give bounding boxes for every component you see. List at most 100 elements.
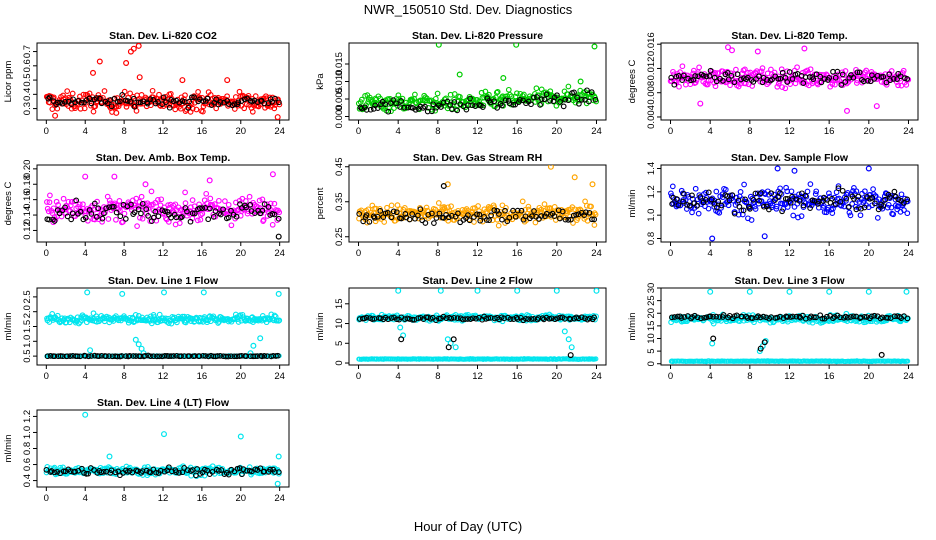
outlier-point xyxy=(709,340,716,347)
data-point xyxy=(798,213,805,219)
data-point xyxy=(148,320,155,327)
data-point xyxy=(748,217,755,223)
data-point xyxy=(168,353,174,359)
x-tick-label: 8 xyxy=(435,371,440,382)
data-point xyxy=(778,66,785,73)
data-point xyxy=(502,97,509,103)
data-point xyxy=(466,217,473,224)
y-tick-label: 0.008 xyxy=(646,81,657,105)
data-point xyxy=(812,191,819,197)
data-point xyxy=(861,204,868,211)
data-point xyxy=(186,98,193,105)
data-point xyxy=(140,98,147,105)
outlier-point xyxy=(591,43,598,50)
data-point xyxy=(225,471,232,478)
data-point xyxy=(523,315,529,322)
data-point xyxy=(559,208,566,215)
data-point xyxy=(48,468,55,474)
data-point xyxy=(276,317,283,324)
x-tick-label: 0 xyxy=(356,248,361,259)
outlier-point xyxy=(96,58,103,65)
data-point xyxy=(774,314,781,321)
data-point xyxy=(74,353,81,360)
data-point xyxy=(388,108,394,115)
data-point xyxy=(401,205,408,211)
data-point xyxy=(64,88,71,94)
data-point xyxy=(868,313,875,320)
outlier-point xyxy=(200,289,207,296)
panel-10: Stan. Dev. Line 4 (LT) Flow ml/min 0 4 8 12 16… xyxy=(3,397,290,504)
data-point xyxy=(720,312,727,318)
outlier-point xyxy=(161,431,168,438)
data-point xyxy=(722,186,729,193)
data-point xyxy=(451,99,458,105)
x-tick-label: 4 xyxy=(396,248,401,259)
data-point xyxy=(191,94,197,101)
data-point xyxy=(168,214,174,221)
y-tick-label: 1.4 xyxy=(646,162,657,175)
series-points xyxy=(667,44,912,114)
data-point xyxy=(171,211,178,218)
data-point xyxy=(586,209,593,216)
y-axis-label: percent xyxy=(315,187,326,219)
data-point xyxy=(533,85,540,92)
outlier-point xyxy=(791,167,798,174)
x-tick-label: 4 xyxy=(83,126,88,137)
data-point xyxy=(444,98,451,105)
outlier-point xyxy=(444,336,451,343)
data-point xyxy=(680,72,687,79)
series-points xyxy=(355,43,600,115)
data-point xyxy=(276,99,282,106)
data-point xyxy=(454,107,461,114)
data-point xyxy=(377,208,384,214)
data-point xyxy=(883,81,890,88)
outlier-point xyxy=(179,77,186,84)
data-point xyxy=(46,216,52,223)
data-point xyxy=(272,469,278,475)
data-point xyxy=(578,314,585,321)
data-point xyxy=(259,196,266,203)
data-point xyxy=(45,95,52,102)
data-point xyxy=(520,97,526,104)
data-point xyxy=(837,198,844,205)
data-point xyxy=(451,314,457,321)
data-point xyxy=(547,97,553,104)
data-point xyxy=(588,203,594,210)
data-point xyxy=(126,314,133,321)
data-point xyxy=(110,203,117,210)
data-point xyxy=(673,196,680,202)
data-point xyxy=(424,97,431,104)
data-point xyxy=(138,92,145,98)
data-point xyxy=(462,316,469,322)
data-point xyxy=(713,313,720,320)
data-point xyxy=(435,200,442,206)
outlier-point xyxy=(89,69,96,76)
data-point xyxy=(438,104,444,110)
data-point xyxy=(752,190,759,197)
data-point xyxy=(106,197,113,204)
data-point xyxy=(249,108,256,115)
data-point xyxy=(782,85,789,92)
data-point xyxy=(135,206,142,213)
data-point xyxy=(847,314,854,320)
data-point xyxy=(72,468,78,475)
data-point xyxy=(752,206,759,212)
data-point xyxy=(76,201,83,208)
outlier-point xyxy=(435,43,442,48)
data-point xyxy=(147,96,154,102)
outlier-point xyxy=(52,112,59,119)
data-point xyxy=(105,216,112,222)
data-point xyxy=(484,95,491,102)
data-point xyxy=(496,211,502,217)
data-point xyxy=(388,202,395,209)
data-point xyxy=(532,219,539,226)
data-point xyxy=(487,99,494,106)
x-tick-label: 4 xyxy=(396,371,401,382)
outlier-point xyxy=(135,43,142,49)
y-tick-label: 1.2 xyxy=(22,410,33,423)
data-point xyxy=(166,104,173,111)
data-point xyxy=(429,108,435,115)
x-tick-label: 20 xyxy=(552,248,563,259)
panel-8: Stan. Dev. Line 2 Flow ml/min 0 4 8 12 16 20 24 0… xyxy=(315,275,607,382)
x-tick-label: 12 xyxy=(158,248,169,259)
